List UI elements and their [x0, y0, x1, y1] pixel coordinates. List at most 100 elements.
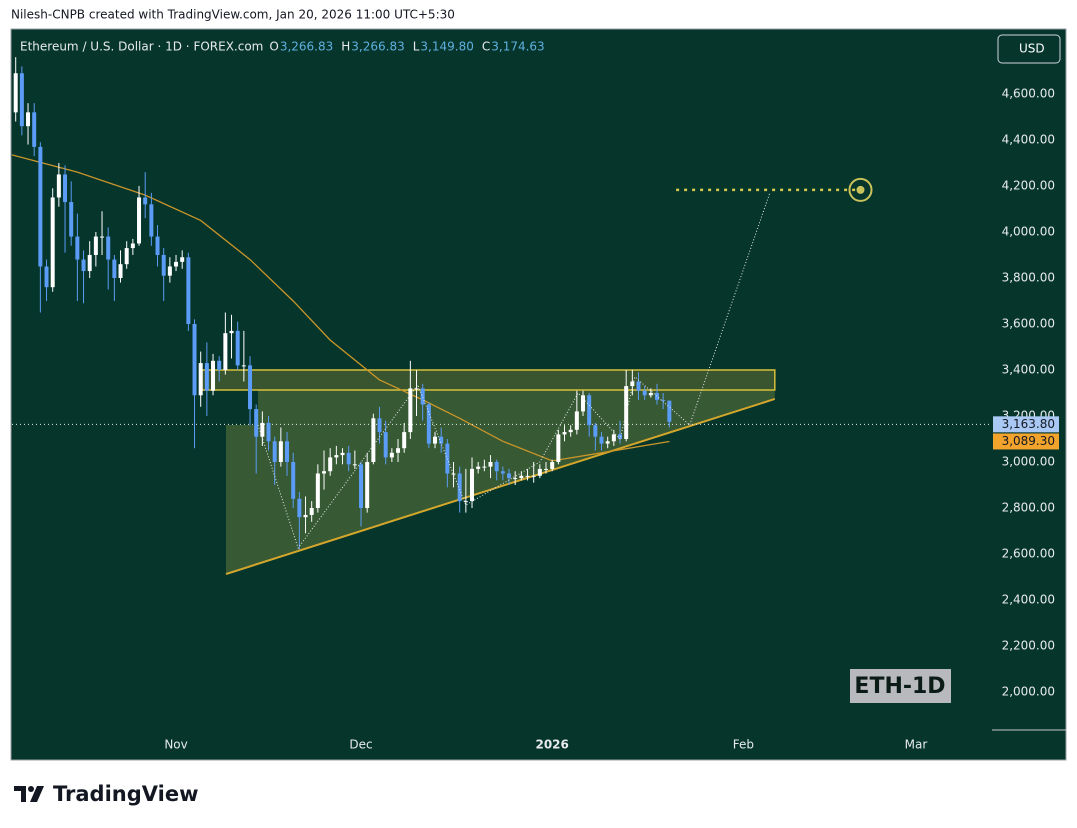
candle-body [636, 381, 641, 391]
logo-slash [30, 786, 44, 802]
ohlc-value: 3,149.80 [420, 40, 473, 54]
candle-body [433, 436, 438, 444]
candle-body [56, 174, 61, 198]
candle-body [599, 436, 604, 444]
candle-body [315, 473, 320, 509]
candle-body [137, 197, 142, 244]
y-tick-label: 4,400.00 [1002, 132, 1055, 146]
watermark-box [850, 669, 951, 703]
candle-body [100, 236, 105, 238]
ma-label-box [993, 433, 1059, 450]
candle-body [371, 418, 376, 463]
candle-body [513, 478, 518, 480]
support-line [225, 398, 776, 575]
ohlc-key: L [413, 40, 420, 54]
candle-body [476, 466, 481, 469]
candle-body [581, 395, 586, 412]
candle-body [38, 146, 43, 267]
candle-body [26, 112, 31, 127]
candle-body [494, 462, 499, 472]
candle-body [155, 236, 160, 255]
brand: TradingView [53, 782, 198, 806]
candle-body [297, 498, 302, 518]
y-tick-label: 3,800.00 [1002, 270, 1055, 284]
candle-body [648, 392, 653, 396]
logo-shape [14, 786, 26, 802]
candle-body [544, 468, 549, 470]
candle-body [587, 395, 592, 426]
y-tick-label: 2,000.00 [1002, 685, 1055, 699]
plot: 2,000.00 2,200.00 2,400.00 2,600.00 2,800.00… [11, 57, 1059, 752]
candle-body [667, 400, 672, 422]
candle-body [69, 202, 74, 237]
currency[interactable]: USD [1019, 42, 1045, 56]
candle-body [180, 257, 185, 262]
ohlc-key: C [482, 40, 490, 54]
candle-body [248, 365, 253, 410]
candle-body [13, 73, 18, 113]
candle-body [655, 392, 660, 400]
y-tick-label: 4,600.00 [1002, 86, 1055, 100]
x-tick-label: Feb [733, 738, 754, 752]
y-tick-label: 3,600.00 [1002, 316, 1055, 330]
candle-body [223, 333, 228, 370]
candle-body [217, 360, 222, 370]
candle-body [507, 473, 512, 479]
candle-body [550, 462, 555, 469]
logo-dot [28, 786, 34, 792]
y-tick-label: 3,000.00 [1002, 455, 1055, 469]
candle-body [482, 466, 487, 468]
candle-body [198, 363, 203, 396]
target-ring [848, 177, 873, 202]
candle-body [254, 409, 259, 437]
candle-body [500, 471, 505, 474]
candle-body [470, 468, 475, 502]
ma-label: 3,089.30 [1002, 434, 1055, 448]
candle-body [285, 441, 290, 463]
candle-body [630, 381, 635, 387]
header: Nilesh-CNPB created with TradingView.com… [11, 8, 455, 22]
watermark: ETH-1D [854, 674, 945, 699]
candle-body [426, 404, 431, 444]
candle-body [396, 448, 401, 453]
ohlc-key: H [341, 40, 350, 54]
candle-body [32, 112, 37, 147]
candle-body [118, 264, 123, 278]
plot-panel [10, 28, 1067, 761]
candle-body [303, 514, 308, 518]
candle-body [161, 254, 166, 276]
candle-body [174, 261, 179, 267]
candle-body [525, 475, 530, 477]
candle-body [50, 197, 55, 288]
candle-body [556, 434, 561, 463]
currency-button[interactable] [997, 34, 1061, 64]
candle-body [112, 259, 117, 278]
x-tick-label: Dec [349, 738, 372, 752]
pattern-area [225, 390, 775, 575]
candle-body [278, 441, 283, 463]
moving-average [11, 154, 670, 462]
target-dot [856, 185, 865, 194]
ohlc-key: O [269, 40, 278, 54]
candle-body [241, 365, 246, 367]
candle-body [420, 388, 425, 405]
candle-body [266, 422, 271, 442]
candle-body [352, 464, 357, 466]
y-tick-label: 3,400.00 [1002, 362, 1055, 376]
candle-body [291, 462, 296, 499]
candle-body [605, 441, 610, 444]
candle-body [463, 501, 468, 503]
y-tick-label: 2,400.00 [1002, 593, 1055, 607]
candle-body [340, 452, 345, 456]
x-tick-label: 2026 [535, 738, 568, 752]
candle-body [235, 330, 240, 366]
candle-body [87, 254, 92, 272]
candle-body [143, 197, 148, 205]
resistance-zone [201, 369, 776, 391]
candle-body [611, 434, 616, 442]
candle-body [377, 418, 382, 433]
x-tick-label: Mar [905, 738, 928, 752]
candle-body [574, 411, 579, 430]
candle-body [451, 473, 456, 475]
candle-body [402, 432, 407, 449]
